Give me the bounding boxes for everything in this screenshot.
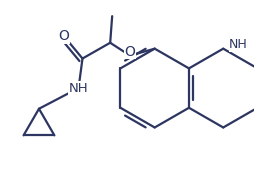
Text: NH: NH — [69, 82, 88, 94]
Text: NH: NH — [228, 38, 247, 51]
Text: O: O — [124, 45, 135, 59]
Text: O: O — [58, 29, 69, 43]
